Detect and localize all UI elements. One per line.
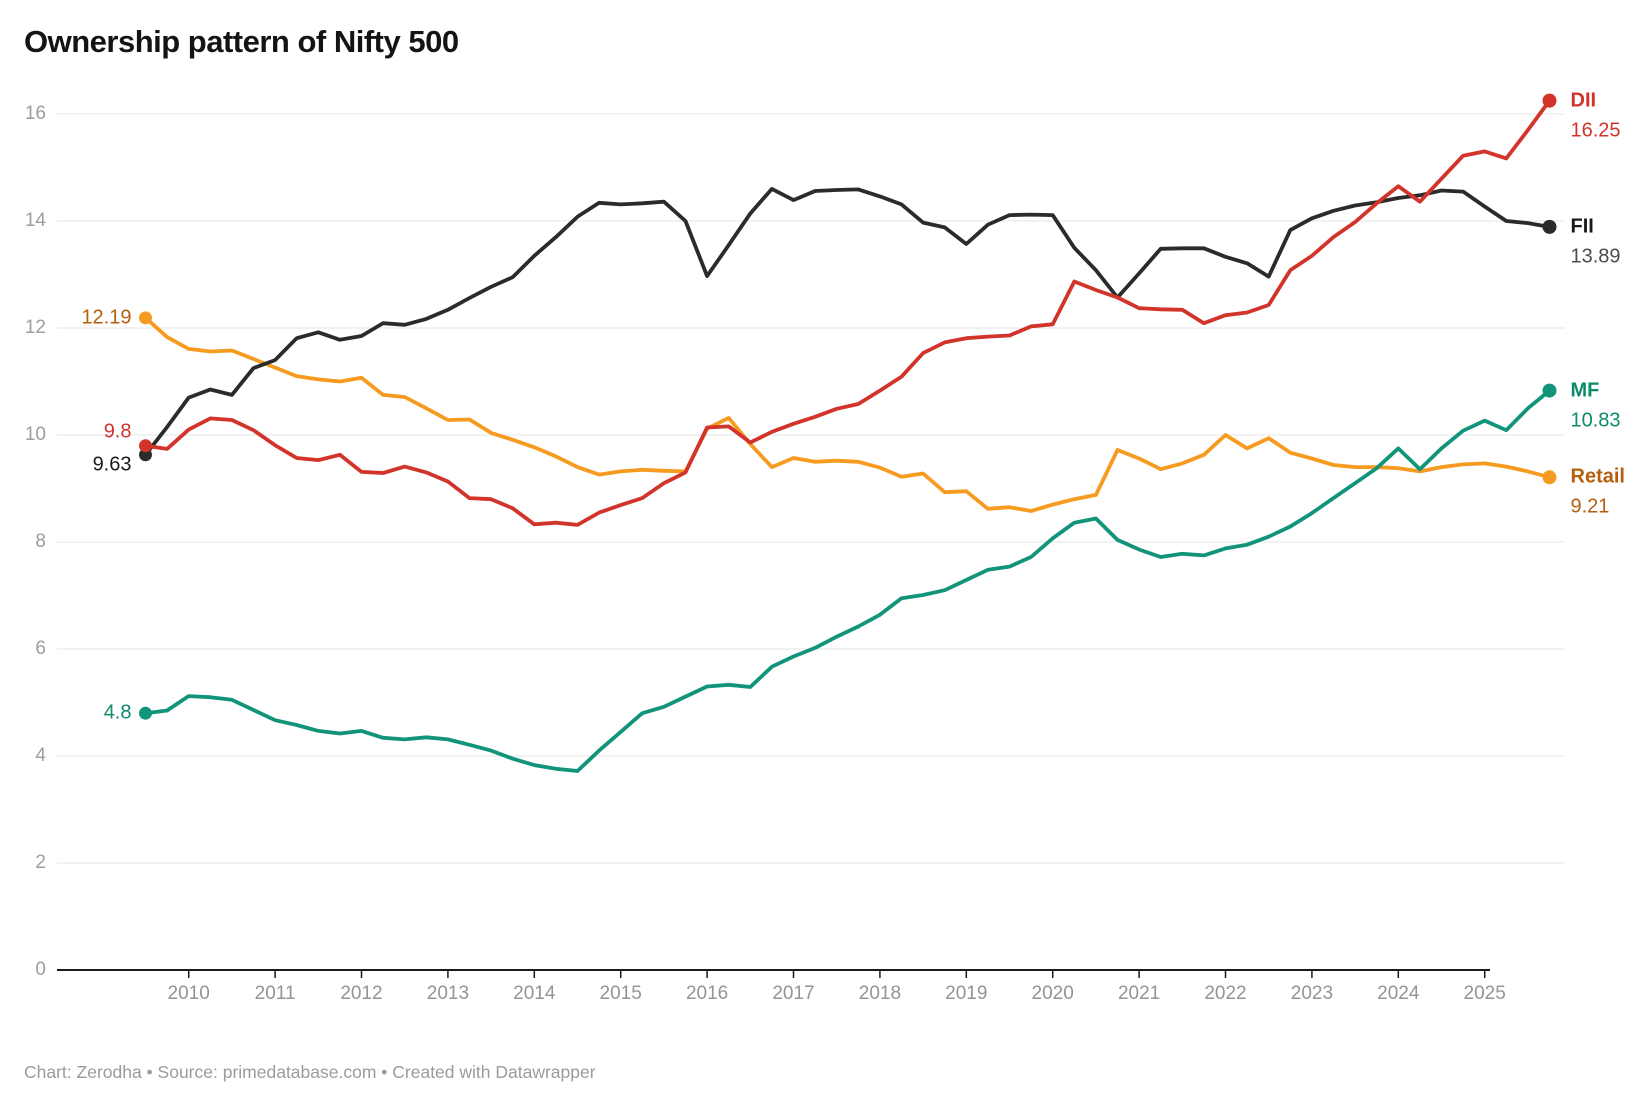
series-end-dot-mf (1542, 383, 1557, 398)
series-line-dii (143, 98, 1552, 527)
y-axis-label-2: 2 (35, 852, 46, 873)
series-name-label-retail: Retail (1570, 465, 1625, 488)
series-name-label-dii: DII (1570, 89, 1597, 112)
start-value-label-fii: 9.63 (92, 453, 132, 476)
x-axis-label-2019: 2019 (945, 983, 988, 1004)
x-axis-label-2012: 2012 (340, 983, 383, 1004)
series-value-label-fii: 13.89 (1570, 245, 1621, 268)
x-axis-label-2020: 2020 (1031, 983, 1074, 1004)
x-axis-label-2013: 2013 (426, 983, 470, 1004)
series-end-dot-dii (1542, 93, 1557, 108)
x-axis-label-2015: 2015 (599, 983, 642, 1004)
series-value-label-retail: 9.21 (1570, 495, 1610, 518)
chart-footer-attribution: Chart: Zerodha • Source: primedatabase.c… (24, 1062, 596, 1082)
series-value-label-mf: 10.83 (1570, 409, 1621, 432)
x-axis-label-2021: 2021 (1117, 983, 1161, 1004)
series-start-dot-retail (139, 311, 152, 325)
x-axis-label-2017: 2017 (772, 983, 815, 1004)
series-line-retail (143, 315, 1552, 513)
y-axis-label-6: 6 (35, 638, 46, 659)
series-start-dot-mf (139, 706, 152, 720)
x-axis-label-2018: 2018 (858, 983, 902, 1004)
y-axis-label-14: 14 (24, 210, 46, 231)
y-axis-label-0: 0 (35, 959, 46, 980)
chart-title: Ownership pattern of Nifty 500 (24, 24, 459, 59)
start-value-label-mf: 4.8 (103, 701, 132, 724)
y-axis-label-10: 10 (24, 424, 46, 445)
x-axis-label-2023: 2023 (1290, 983, 1334, 1004)
x-axis-label-2010: 2010 (167, 983, 210, 1004)
series-line-mf (143, 388, 1552, 773)
series-start-dot-fii (139, 448, 152, 462)
x-axis-label-2014: 2014 (513, 983, 556, 1004)
series-name-label-mf: MF (1570, 379, 1600, 402)
x-axis-label-2025: 2025 (1463, 983, 1506, 1004)
y-axis-label-12: 12 (24, 317, 46, 338)
y-axis-label-16: 16 (24, 103, 46, 124)
series-end-dot-retail (1542, 470, 1557, 485)
start-value-label-retail: 12.19 (81, 306, 132, 329)
x-axis-label-2011: 2011 (254, 983, 296, 1004)
start-value-label-dii: 9.8 (103, 420, 132, 443)
series-end-dot-fii (1542, 219, 1557, 234)
x-axis-label-2016: 2016 (685, 983, 729, 1004)
y-axis-label-4: 4 (35, 745, 46, 766)
series-value-label-dii: 16.25 (1570, 119, 1621, 142)
y-axis-label-8: 8 (35, 531, 46, 552)
series-name-label-fii: FII (1570, 215, 1594, 238)
x-axis-label-2024: 2024 (1377, 983, 1420, 1004)
series-start-dot-dii (139, 439, 152, 453)
x-axis-label-2022: 2022 (1204, 983, 1247, 1004)
series-line-fii (143, 186, 1552, 457)
